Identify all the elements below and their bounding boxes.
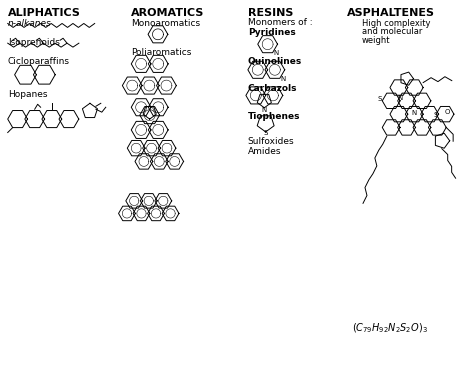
Text: S: S [433,112,438,118]
Text: ASPHALTENES: ASPHALTENES [346,8,435,18]
Text: N: N [273,50,279,56]
Text: Monoaromatics: Monoaromatics [131,18,201,28]
Text: Sulfoxides: Sulfoxides [248,137,294,146]
Text: Tiophenes: Tiophenes [248,112,301,121]
Text: N: N [411,110,417,116]
Text: N: N [262,107,267,113]
Text: weight: weight [362,36,390,45]
Text: and molecular: and molecular [362,28,422,36]
Text: Quinolines: Quinolines [248,57,302,66]
Text: N: N [281,76,286,82]
Text: $(C_{79}H_{92}N_2S_2O)_3$: $(C_{79}H_{92}N_2S_2O)_3$ [352,321,428,335]
Text: S: S [377,96,382,102]
Text: Poliaromatics: Poliaromatics [131,48,191,57]
Text: O: O [445,109,450,115]
Text: Cicloparaffins: Cicloparaffins [8,57,70,66]
Text: AROMATICS: AROMATICS [131,8,205,18]
Text: Amides: Amides [248,147,282,155]
Text: Monomers of :: Monomers of : [248,18,312,26]
Text: RESINS: RESINS [248,8,293,18]
Text: Hopanes: Hopanes [8,90,47,100]
Text: n-alkanes: n-alkanes [8,18,52,28]
Text: S: S [264,130,268,136]
Text: Pyridines: Pyridines [248,28,296,38]
Text: High complexity: High complexity [362,18,430,28]
Text: ALIPHATICS: ALIPHATICS [8,8,81,18]
Text: Carbazols: Carbazols [248,83,297,93]
Text: Isoprenoids: Isoprenoids [8,38,60,47]
Text: N: N [397,95,402,101]
